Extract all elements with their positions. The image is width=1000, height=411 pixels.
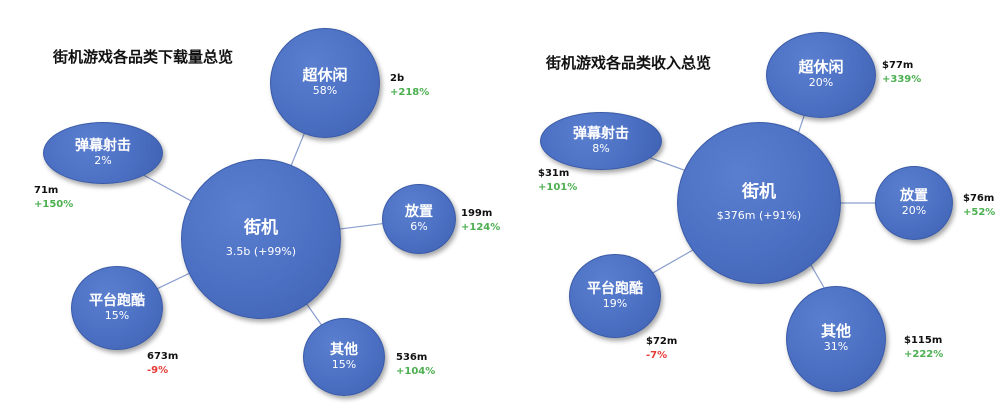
stat-growth: +218% xyxy=(390,86,430,98)
stat-value: $115m xyxy=(904,335,943,346)
stat-growth: +222% xyxy=(904,348,944,360)
center-value: 3.5b (+99%) xyxy=(225,244,297,258)
stat-other: 536m +104% xyxy=(396,351,435,378)
downloads-panel: 街机游戏各品类下载量总览 街机 3.5b (+99%) 超休闲 58% 2b +… xyxy=(34,28,500,396)
bubble-percent: 58% xyxy=(312,84,338,98)
stat-value: 71m xyxy=(34,185,59,196)
bubble-percent: 20% xyxy=(901,203,927,217)
bubble-percent: 20% xyxy=(808,76,834,90)
bubble-hypercasual: 超休闲 58% xyxy=(270,28,380,138)
bubble-idle: 放置 6% xyxy=(382,184,456,254)
stat-growth: +339% xyxy=(882,73,922,85)
bubble-percent: 8% xyxy=(592,141,610,155)
stat-idle: 199m +124% xyxy=(461,207,500,234)
stat-value: 673m xyxy=(147,351,179,362)
bubble-label: 放置 xyxy=(405,203,433,220)
stat-platformer: 673m -9% xyxy=(147,350,178,377)
stat-growth: +52% xyxy=(963,206,996,218)
revenue-title: 街机游戏各品类收入总览 xyxy=(546,54,712,72)
stat-value: $77m xyxy=(882,60,914,71)
stat-growth: +150% xyxy=(34,198,74,210)
bubble-percent: 19% xyxy=(602,296,628,310)
stat-growth: -9% xyxy=(147,364,169,376)
bubble-label: 放置 xyxy=(900,187,928,204)
bubble-label: 平台跑酷 xyxy=(587,280,643,297)
bubble-percent: 15% xyxy=(331,357,357,371)
stat-growth: -7% xyxy=(646,349,668,361)
stat-other: $115m +222% xyxy=(904,334,943,361)
stat-growth: +101% xyxy=(538,181,578,193)
revenue-center-bubble: 街机 $376m (+91%) xyxy=(677,122,841,284)
stat-value: 536m xyxy=(396,352,428,363)
stat-platformer: $72m -7% xyxy=(646,335,677,362)
center-label: 街机 xyxy=(742,182,776,203)
stat-value: 2b xyxy=(390,73,405,84)
bubble-platformer: 平台跑酷 15% xyxy=(71,266,163,350)
bubble-percent: 15% xyxy=(104,308,130,322)
downloads-center-bubble: 街机 3.5b (+99%) xyxy=(181,159,341,319)
revenue-panel: 街机游戏各品类收入总览 街机 $376m (+91%) 超休闲 20% $77m… xyxy=(500,0,1000,411)
bubble-shooter: 弹幕射击 2% xyxy=(43,122,163,184)
bubble-percent: 6% xyxy=(410,219,428,233)
stat-value: $76m xyxy=(963,193,995,204)
bubble-idle: 放置 20% xyxy=(875,166,953,240)
bubble-label: 其他 xyxy=(330,341,358,358)
stat-idle: $76m +52% xyxy=(963,192,995,219)
stat-growth: +104% xyxy=(396,365,436,377)
stat-hypercasual: 2b +218% xyxy=(390,72,429,99)
bubble-percent: 2% xyxy=(94,153,112,167)
bubble-label: 弹幕射击 xyxy=(573,125,629,142)
bubble-other: 其他 31% xyxy=(786,286,886,392)
bubble-label: 平台跑酷 xyxy=(89,292,145,309)
stat-value: 199m xyxy=(461,208,493,219)
bubble-label: 弹幕射击 xyxy=(75,137,131,154)
stat-shooter: $31m +101% xyxy=(538,167,577,194)
bubble-percent: 31% xyxy=(823,340,849,354)
bubble-label: 超休闲 xyxy=(302,66,348,85)
stat-shooter: 71m +150% xyxy=(34,184,73,211)
stat-value: $72m xyxy=(646,336,678,347)
bubble-other: 其他 15% xyxy=(303,318,385,396)
stat-value: $31m xyxy=(538,168,570,179)
downloads-title: 街机游戏各品类下载量总览 xyxy=(53,48,234,66)
bubble-hypercasual: 超休闲 20% xyxy=(766,32,876,118)
center-value: $376m (+91%) xyxy=(716,208,802,222)
bubble-label: 其他 xyxy=(820,322,851,341)
bubble-shooter: 弹幕射击 8% xyxy=(540,112,662,170)
stat-hypercasual: $77m +339% xyxy=(882,59,921,86)
center-label: 街机 xyxy=(244,218,278,239)
bubble-label: 超休闲 xyxy=(798,58,844,77)
bubble-platformer: 平台跑酷 19% xyxy=(569,254,661,338)
stat-growth: +124% xyxy=(461,221,501,233)
